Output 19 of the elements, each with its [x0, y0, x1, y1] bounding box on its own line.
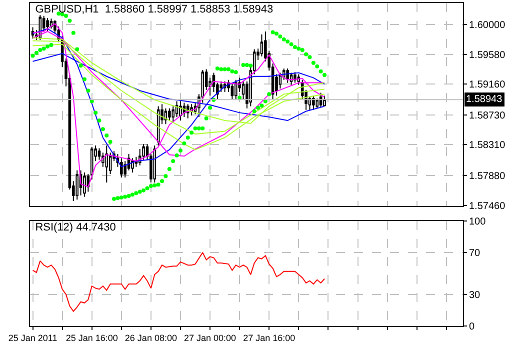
- y-tick-label: 1.60000: [469, 20, 506, 31]
- x-tick-label: 27 Jan 16:00: [243, 332, 296, 343]
- chart-title: RSI(12) 44.7430: [35, 222, 116, 234]
- y-tick-label: 70: [469, 248, 481, 259]
- x-tick-label: 25 Jan 16:00: [66, 332, 118, 343]
- x-tick-label: 26 Jan 08:00: [124, 332, 177, 343]
- y-tick-label: 1.57880: [469, 170, 506, 182]
- y-tick-label: 30: [469, 290, 481, 301]
- x-tick-label: 27 Jan 00:00: [184, 332, 236, 343]
- x-tick-label: 25 Jan 2011: [8, 332, 58, 343]
- y-tick-label: 100: [469, 216, 486, 228]
- y-tick-label: 1.57460: [469, 200, 506, 212]
- y-tick-label: 1.59580: [469, 50, 506, 61]
- chart-title: GBPUSD,H1 1.58860 1.58997 1.58853 1.58943: [35, 4, 274, 16]
- y-tick-label: 1.58310: [469, 140, 506, 152]
- ref-line-label: 1.58943: [466, 94, 503, 105]
- y-tick-label: 1.58730: [469, 110, 506, 122]
- y-tick-label: 0: [469, 322, 475, 332]
- y-tick-label: 1.59160: [469, 80, 506, 91]
